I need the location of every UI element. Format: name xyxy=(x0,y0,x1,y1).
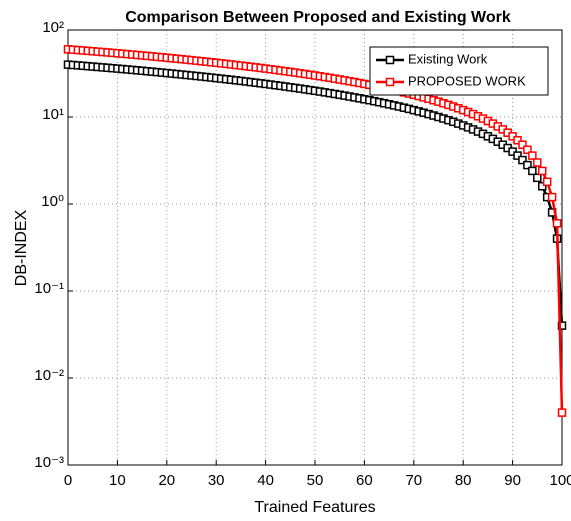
x-tick-label: 100 xyxy=(549,472,571,489)
point-marker xyxy=(528,151,537,160)
legend-label: PROPOSED WORK xyxy=(408,73,526,88)
point-marker xyxy=(513,136,522,145)
y-axis-label: DB-INDEX xyxy=(13,209,30,286)
point-marker xyxy=(523,145,532,155)
point-marker xyxy=(533,173,542,183)
x-tick-label: 30 xyxy=(208,472,225,489)
y-tick-label: 10⁻¹ xyxy=(34,280,64,297)
point-marker xyxy=(542,177,552,187)
point-marker xyxy=(552,219,562,228)
point-marker xyxy=(518,155,527,165)
x-tick-label: 50 xyxy=(307,472,324,489)
x-tick-label: 40 xyxy=(257,472,274,489)
x-tick-label: 70 xyxy=(405,472,422,489)
point-marker xyxy=(518,140,527,149)
x-tick-label: 90 xyxy=(504,472,521,489)
point-marker xyxy=(537,181,547,191)
y-tick-label: 10⁻² xyxy=(34,367,64,384)
legend-marker xyxy=(385,55,395,65)
x-tick-label: 60 xyxy=(356,472,373,489)
legend-marker xyxy=(385,77,395,87)
y-tick-label: 10⁻³ xyxy=(34,454,64,471)
y-tick-label: 10⁰ xyxy=(41,193,64,210)
x-tick-label: 80 xyxy=(455,472,472,489)
y-tick-label: 10² xyxy=(42,19,64,36)
x-axis-label: Trained Features xyxy=(254,499,375,516)
point-marker xyxy=(557,408,567,417)
legend-label: Existing Work xyxy=(408,51,488,66)
legend-box xyxy=(369,46,549,96)
point-marker xyxy=(547,192,557,202)
plot-frame xyxy=(67,29,563,466)
y-tick-label: 10¹ xyxy=(42,106,64,123)
chart-title: Comparison Between Proposed and Existing… xyxy=(125,9,511,26)
point-marker xyxy=(513,151,522,160)
x-tick-label: 0 xyxy=(64,472,72,489)
x-tick-label: 20 xyxy=(158,472,175,489)
point-marker xyxy=(523,160,532,170)
point-marker xyxy=(533,158,542,167)
point-marker xyxy=(528,166,537,176)
point-marker xyxy=(537,166,547,176)
x-tick-label: 10 xyxy=(109,472,126,489)
